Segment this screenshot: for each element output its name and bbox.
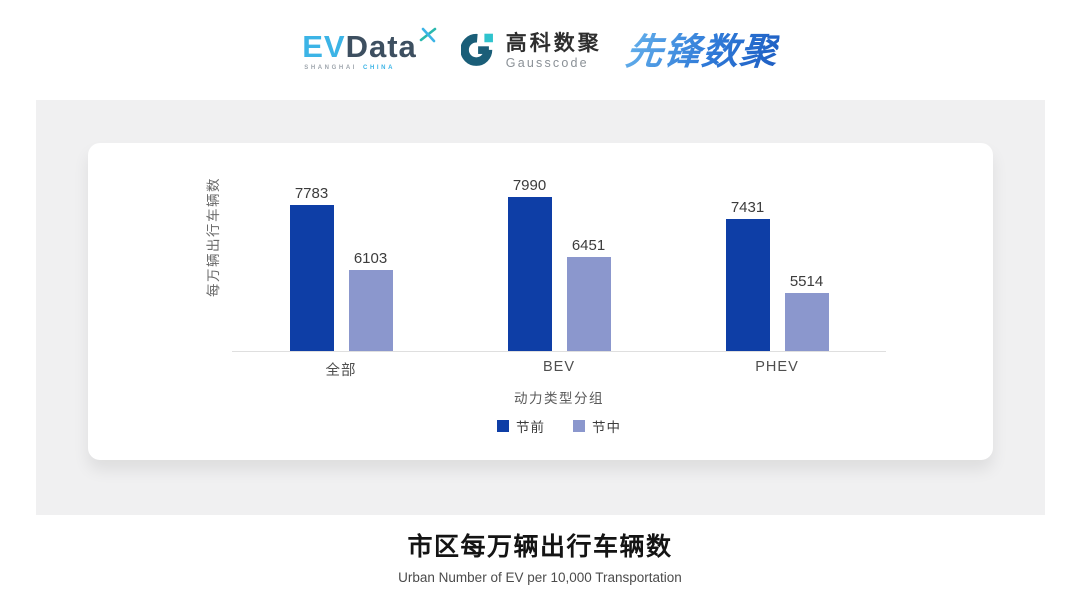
category-label: BEV	[542, 359, 575, 375]
evdata-ev-text: EV	[302, 29, 346, 64]
chart-panel: 每万辆出行车辆数 7783 6103 7990 6451 7431 5514 全部 BEV P…	[36, 100, 1045, 515]
logo-header: EV Data SHANGHAI CHINA	[0, 20, 1080, 82]
bar	[725, 219, 770, 351]
bar-value-label: 6451	[571, 237, 606, 254]
bar	[289, 205, 334, 351]
x-axis-title: 动力类型分组	[514, 391, 604, 406]
legend-item: 节中	[573, 416, 621, 436]
legend-item: 节前	[497, 416, 545, 436]
evdata-tagline-right: CHINA	[363, 65, 396, 71]
x-axis-categories: 全部 BEV PHEV	[232, 359, 886, 380]
bar-column: 5514	[784, 273, 829, 351]
evdata-tagline: SHANGHAI CHINA	[302, 65, 437, 71]
bar	[348, 270, 393, 351]
legend-swatch-icon	[573, 420, 585, 432]
evdata-logo: EV Data SHANGHAI CHINA	[302, 27, 437, 71]
category-label: 全部	[325, 363, 357, 379]
evdata-data-text: Data	[345, 29, 417, 64]
bar-column: 6451	[566, 237, 611, 351]
legend-label: 节中	[592, 420, 621, 435]
evdata-x-icon	[419, 27, 437, 47]
bar-column: 7990	[507, 177, 552, 351]
evdata-wordmark: EV Data	[302, 27, 437, 64]
bar-column: 7431	[725, 199, 770, 351]
bar-group: 7431 5514	[668, 198, 886, 351]
evdata-tagline-left: SHANGHAI	[304, 65, 358, 71]
bar-value-label: 6103	[353, 250, 388, 267]
gausscode-wordmark: 高科数聚 Gausscode	[506, 32, 602, 71]
caption: 市区每万辆出行车辆数 Urban Number of EV per 10,000…	[0, 527, 1080, 585]
bar-value-label: 7783	[294, 185, 329, 202]
bar	[507, 197, 552, 351]
chart-title: 市区每万辆出行车辆数	[407, 533, 673, 561]
legend-label: 节前	[516, 420, 545, 435]
chart-legend: 节前 节中	[232, 416, 886, 436]
bar-value-label: 7431	[730, 199, 765, 216]
chart-card: 每万辆出行车辆数 7783 6103 7990 6451 7431 5514 全部 BEV P…	[88, 143, 993, 460]
gausscode-en-text: Gausscode	[505, 55, 589, 70]
legend-swatch-icon	[497, 420, 509, 432]
gausscode-cn-text: 高科数聚	[505, 31, 602, 55]
gausscode-g-icon	[460, 31, 497, 72]
bar	[784, 293, 829, 351]
plot-area: 7783 6103 7990 6451 7431 5514	[232, 178, 886, 352]
bar-group: 7783 6103	[232, 186, 450, 351]
bar	[566, 257, 611, 351]
chart-subtitle: Urban Number of EV per 10,000 Transporta…	[398, 570, 682, 585]
category-label: PHEV	[755, 359, 799, 375]
bar-group: 7990 6451	[450, 178, 668, 351]
bar-value-label: 5514	[789, 273, 824, 290]
pioneer-logo: 先锋数聚	[623, 30, 780, 72]
bar-column: 6103	[348, 250, 393, 351]
bar-column: 7783	[289, 185, 334, 351]
bar-value-label: 7990	[512, 177, 547, 194]
gausscode-logo: 高科数聚 Gausscode	[460, 31, 602, 72]
y-axis-label: 每万辆出行车辆数	[206, 177, 221, 297]
